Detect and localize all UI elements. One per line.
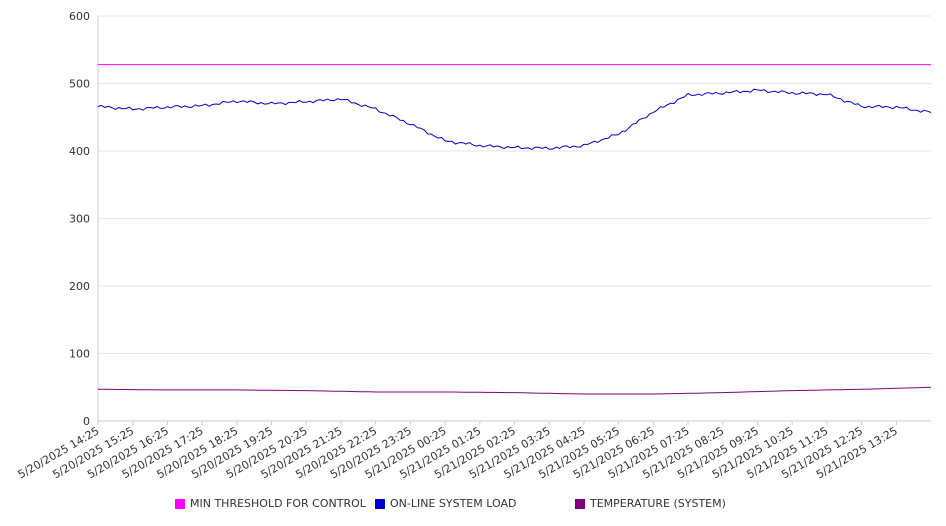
legend-swatch [575, 498, 585, 509]
legend-label: TEMPERATURE (SYSTEM) [590, 497, 726, 510]
line-chart: 0 100 200 300 400 500 600 5/20/2025 14:255/20/… [16, 10, 932, 481]
series-lines [97, 64, 932, 395]
legend-swatch [175, 498, 185, 509]
legend-item[interactable]: ON-LINE SYSTEM LOAD [375, 497, 516, 510]
series-line-1 [97, 88, 932, 150]
legend-label: MIN THRESHOLD FOR CONTROL [190, 497, 366, 510]
legend-swatch [375, 498, 385, 509]
grid-lines [98, 15, 931, 354]
chart-legend: MIN THRESHOLD FOR CONTROL ON-LINE SYSTEM … [0, 497, 946, 515]
legend-item[interactable]: TEMPERATURE (SYSTEM) [575, 497, 726, 510]
x-axis: 5/20/2025 14:255/20/2025 15:255/20/2025 … [16, 420, 931, 481]
y-tick-label: 600 [69, 10, 90, 23]
y-tick-label: 100 [69, 348, 90, 361]
y-tick-label: 300 [69, 213, 90, 226]
y-axis: 0 100 200 300 400 500 600 [69, 10, 99, 428]
y-tick-label: 0 [83, 415, 90, 428]
y-tick-label: 400 [69, 145, 90, 158]
y-tick-label: 500 [69, 78, 90, 91]
legend-label: ON-LINE SYSTEM LOAD [390, 497, 517, 510]
y-tick-label: 200 [69, 280, 90, 293]
series-line-2 [98, 386, 932, 395]
legend-item[interactable]: MIN THRESHOLD FOR CONTROL [175, 497, 366, 510]
